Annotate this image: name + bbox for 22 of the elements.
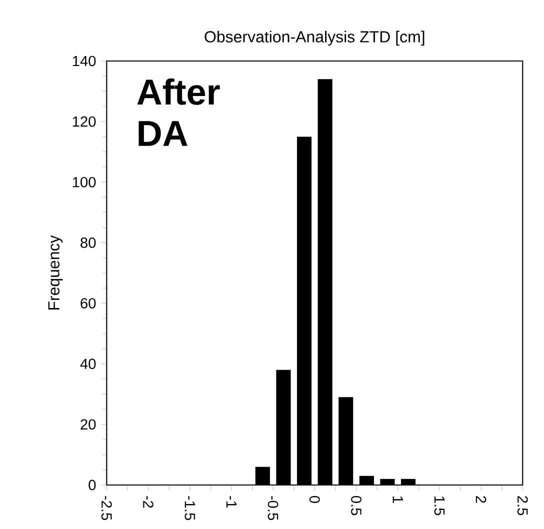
y-tick-label: 120	[72, 116, 96, 127]
y-axis-title: Frequency	[48, 235, 63, 310]
x-tick-label: 1.5	[434, 496, 445, 516]
x-tick-label: 2	[476, 496, 486, 503]
x-tick-label: -2	[143, 496, 154, 508]
x-tick-label: 0	[309, 496, 320, 503]
x-tick-label: -1.5	[184, 496, 195, 520]
x-tick-label: 0.5	[351, 496, 362, 516]
annotation: After DA	[137, 78, 220, 146]
x-tick-label: -0.5	[268, 496, 278, 520]
y-tick-label: 80	[80, 238, 96, 248]
y-tick-label: 140	[72, 56, 96, 66]
x-tick-label: 1	[392, 496, 403, 503]
y-tick-label: 20	[80, 419, 96, 430]
x-tick-label: -2.5	[101, 496, 112, 520]
y-tick-label: 60	[80, 298, 96, 308]
y-tick-label: 40	[80, 358, 96, 370]
y-tick-label: 100	[72, 176, 96, 188]
y-tick-label: 0	[88, 480, 96, 490]
x-tick-label: 2.5	[517, 496, 528, 516]
x-tick-label: -1	[226, 496, 236, 508]
chart-title: Observation-Analysis ZTD [cm]	[204, 30, 424, 46]
